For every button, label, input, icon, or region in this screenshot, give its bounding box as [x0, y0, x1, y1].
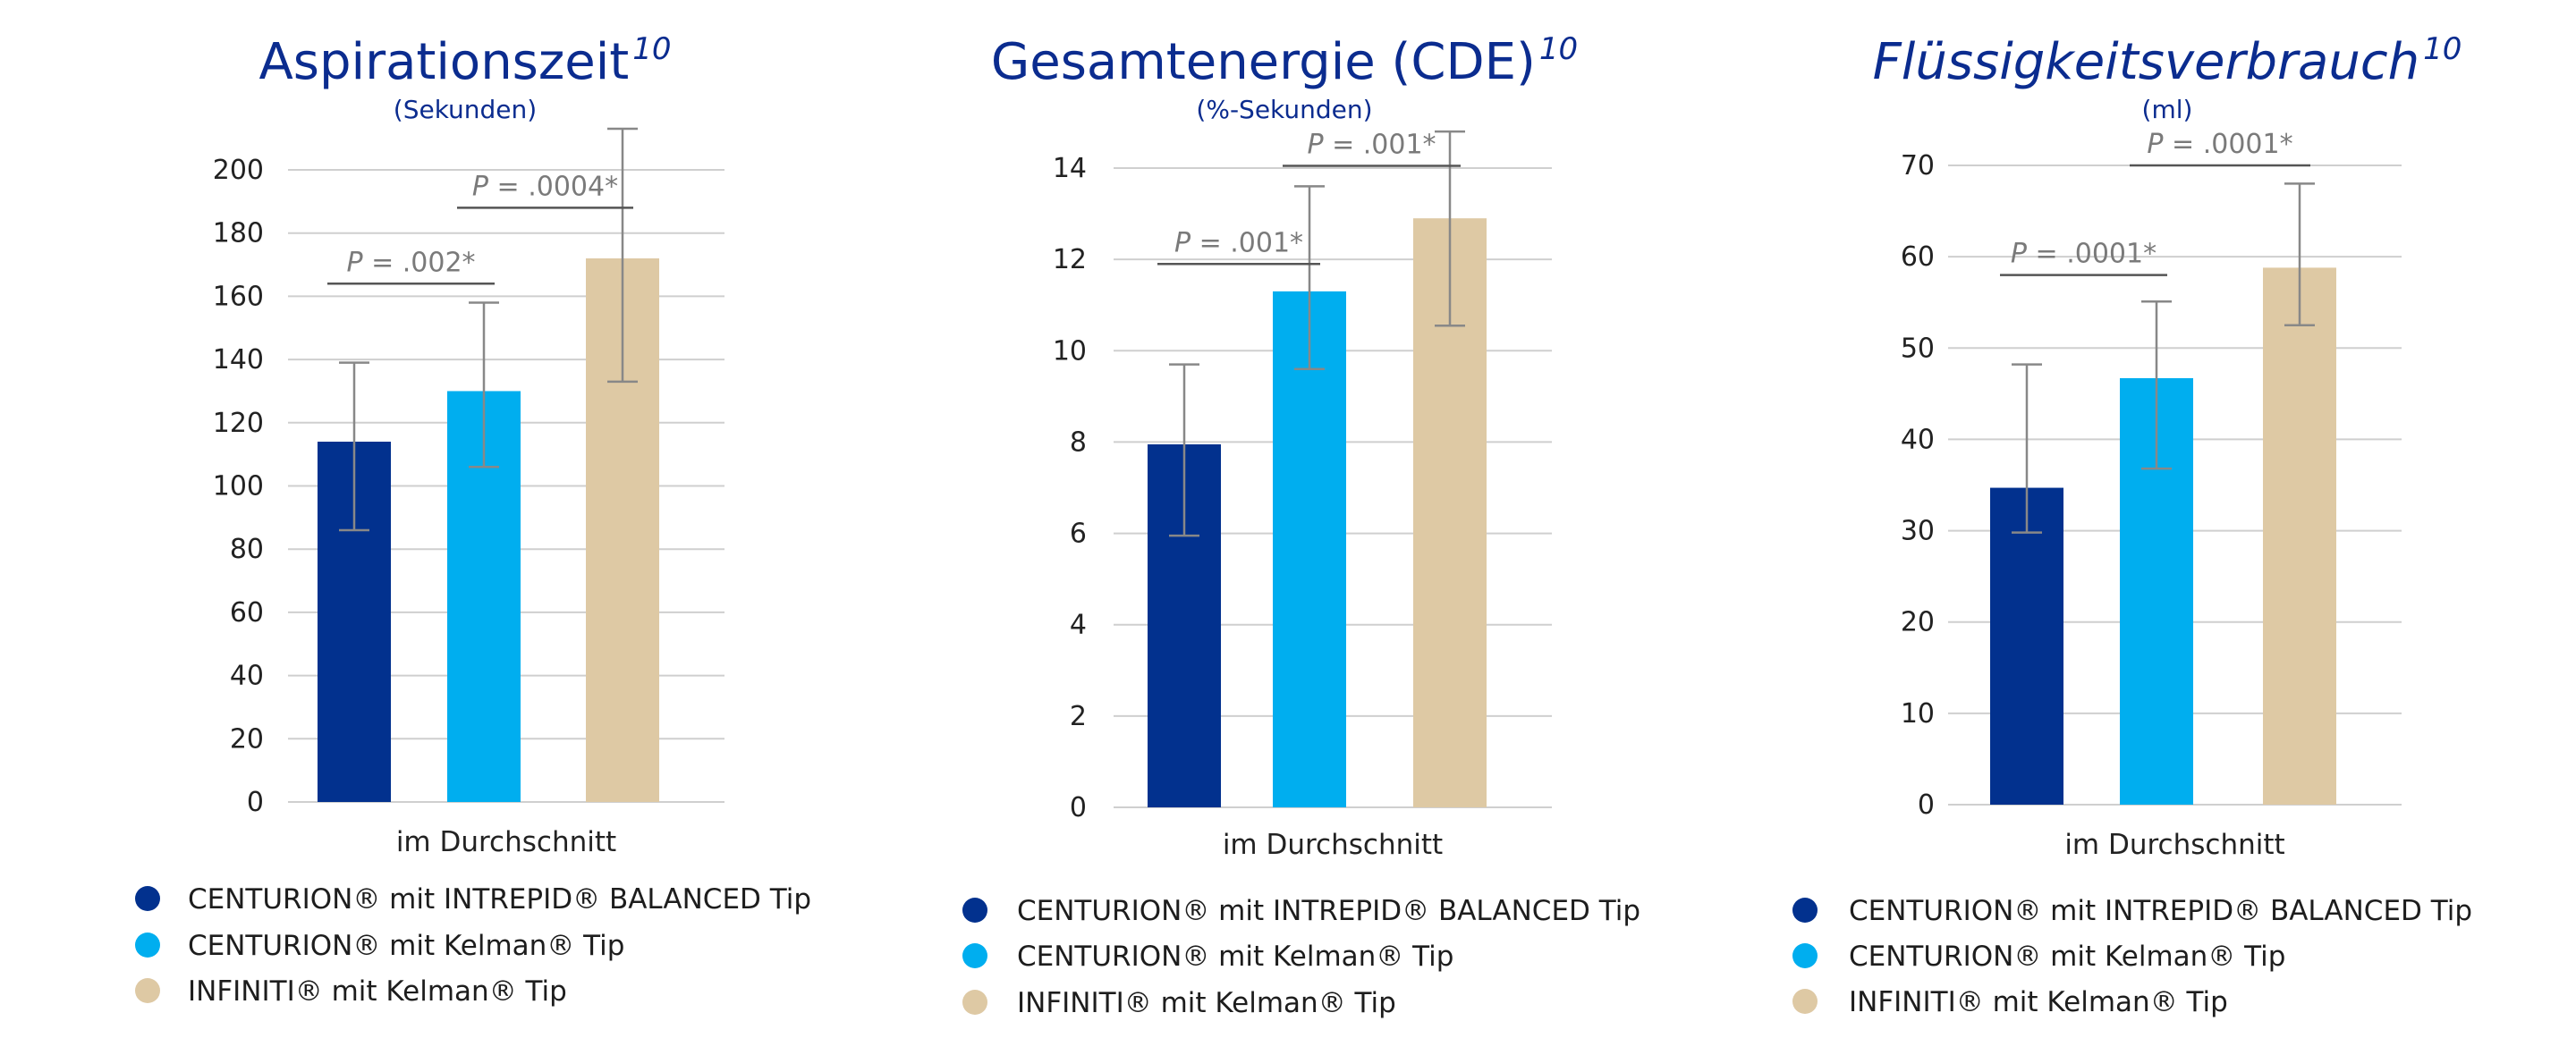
- y-tick-label: 0: [1918, 789, 1935, 821]
- error-bar-2: [1294, 185, 1325, 370]
- y-tick-label: 20: [230, 723, 264, 755]
- y-tick-label: 10: [1901, 698, 1935, 730]
- pvalue-value: = .002*: [363, 247, 476, 278]
- legend-label-3: INFINITI® mit Kelman® Tip: [188, 975, 567, 1008]
- legend-marker-2: [1792, 943, 1818, 968]
- legend-marker-2: [135, 933, 160, 958]
- y-tick-label: 70: [1901, 150, 1935, 181]
- legend-marker-1: [1792, 898, 1818, 923]
- legend-marker-2: [962, 943, 987, 968]
- chart-panel-3: Flüssigkeitsverbrauch 10(ml)0102030405060…: [1792, 31, 2472, 1018]
- y-tick-label: 10: [1053, 335, 1087, 367]
- pvalue-symbol: P: [2147, 129, 2164, 160]
- chart-title-main: Gesamtenergie (CDE): [991, 33, 1536, 91]
- pvalue-value: = .001*: [1324, 129, 1436, 160]
- error-bar-3: [607, 127, 638, 384]
- y-tick-label: 0: [1070, 792, 1087, 823]
- chart-title: Flüssigkeitsverbrauch 10: [1873, 31, 2462, 91]
- legend-label-2: CENTURION® mit Kelman® Tip: [1849, 941, 2285, 973]
- error-bar-3: [2284, 182, 2315, 326]
- y-tick-label: 2: [1070, 701, 1087, 732]
- y-tick-label: 14: [1053, 153, 1087, 184]
- pvalue-value: = .001*: [1191, 227, 1303, 258]
- error-bar-2: [2141, 300, 2172, 470]
- legend-marker-1: [135, 886, 160, 911]
- legend-label-1: CENTURION® mit INTREPID® BALANCED Tip: [1017, 895, 1640, 927]
- pvalue-label-1: P = .002*: [346, 247, 475, 278]
- y-tick-label: 6: [1070, 519, 1087, 550]
- chart-title-footnote: 10: [2423, 31, 2462, 67]
- y-tick-label: 120: [213, 408, 264, 439]
- y-tick-label: 40: [230, 661, 264, 692]
- pvalue-label-1: P = .001*: [1174, 227, 1303, 258]
- pvalue-symbol: P: [346, 247, 363, 278]
- chart-title-main: Flüssigkeitsverbrauch: [1873, 33, 2420, 91]
- y-tick-label: 20: [1901, 607, 1935, 638]
- chart-title-footnote: 10: [632, 31, 671, 67]
- y-tick-label: 12: [1053, 244, 1087, 275]
- pvalue-value: = .0001*: [2027, 239, 2157, 270]
- pvalue-label-2: P = .001*: [1307, 129, 1436, 160]
- pvalue-symbol: P: [1307, 129, 1324, 160]
- legend-label-2: CENTURION® mit Kelman® Tip: [188, 930, 624, 962]
- pvalue-label-2: P = .0001*: [2147, 129, 2292, 160]
- pvalue-symbol: P: [1174, 227, 1191, 258]
- chart-subtitle: (%-Sekunden): [1196, 95, 1372, 124]
- bar-2: [1273, 291, 1346, 808]
- y-tick-label: 160: [213, 281, 264, 312]
- y-tick-label: 200: [213, 155, 264, 186]
- y-tick-label: 0: [247, 787, 264, 818]
- chart-panel-2: Gesamtenergie (CDE) 10(%-Sekunden)0246810…: [962, 31, 1640, 1019]
- y-tick-label: 60: [1901, 241, 1935, 273]
- y-tick-label: 80: [230, 534, 264, 565]
- legend-label-3: INFINITI® mit Kelman® Tip: [1017, 987, 1396, 1019]
- chart-title: Aspirationszeit 10: [258, 31, 671, 91]
- legend-label-2: CENTURION® mit Kelman® Tip: [1017, 941, 1453, 973]
- y-tick-label: 30: [1901, 516, 1935, 547]
- chart-title-main: Aspirationszeit: [258, 33, 629, 91]
- pvalue-symbol: P: [2011, 239, 2028, 270]
- legend-marker-3: [1792, 989, 1818, 1014]
- pvalue-value: = .0004*: [488, 171, 618, 202]
- legend-label-1: CENTURION® mit INTREPID® BALANCED Tip: [1849, 895, 2472, 927]
- y-tick-label: 40: [1901, 424, 1935, 455]
- legend-marker-3: [962, 990, 987, 1015]
- y-tick-label: 60: [230, 597, 264, 629]
- chart-title: Gesamtenergie (CDE) 10: [991, 31, 1578, 91]
- x-axis-label: im Durchschnitt: [2064, 829, 2284, 861]
- chart-subtitle: (Sekunden): [394, 95, 537, 124]
- error-bar-3: [1435, 130, 1465, 327]
- pvalue-label-1: P = .0001*: [2011, 239, 2157, 270]
- y-tick-label: 4: [1070, 610, 1087, 641]
- error-bar-1: [339, 361, 369, 532]
- error-bar-1: [1169, 363, 1199, 537]
- y-tick-label: 50: [1901, 333, 1935, 364]
- legend-label-3: INFINITI® mit Kelman® Tip: [1849, 986, 2228, 1018]
- error-bar-1: [2012, 363, 2042, 534]
- bar-1: [1990, 487, 2063, 805]
- y-tick-label: 140: [213, 344, 264, 376]
- pvalue-symbol: P: [472, 171, 489, 202]
- error-bar-2: [469, 301, 499, 468]
- y-tick-label: 180: [213, 218, 264, 249]
- y-tick-label: 8: [1070, 426, 1087, 458]
- y-tick-label: 100: [213, 471, 264, 502]
- pvalue-label-2: P = .0004*: [472, 171, 618, 202]
- pvalue-value: = .0001*: [2164, 129, 2293, 160]
- legend-label-1: CENTURION® mit INTREPID® BALANCED Tip: [188, 883, 811, 916]
- chart-panel-1: Aspirationszeit 10 (Sekunden) 0 20 40 60 80 100 1…: [135, 31, 811, 1008]
- x-axis-label: im Durchschnitt: [1223, 829, 1443, 861]
- legend-marker-1: [962, 898, 987, 923]
- legend-marker-3: [135, 978, 160, 1003]
- chart-title-footnote: 10: [1539, 31, 1578, 67]
- chart-subtitle: (ml): [2142, 95, 2193, 124]
- bar-3: [2263, 267, 2336, 805]
- x-axis-label: im Durchschnitt: [396, 826, 616, 858]
